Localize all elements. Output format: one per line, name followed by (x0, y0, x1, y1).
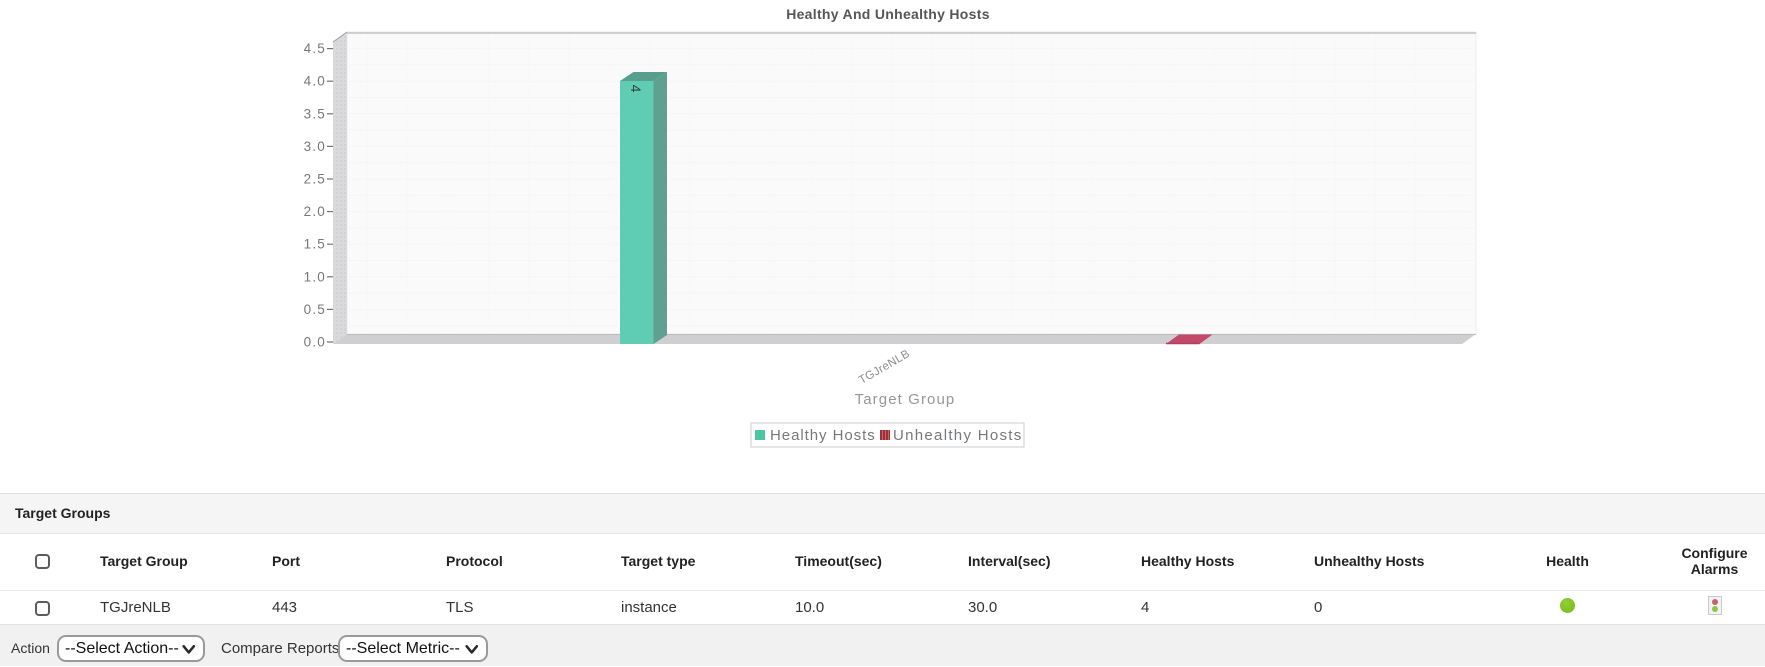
svg-text:4.0: 4.0 (304, 74, 326, 89)
svg-text:Unhealthy Hosts: Unhealthy Hosts (893, 427, 1023, 444)
svg-text:0.5: 0.5 (304, 302, 326, 317)
svg-text:1.0: 1.0 (304, 269, 326, 284)
svg-text:4: 4 (628, 85, 644, 93)
svg-text:Healthy And Unhealthy Hosts: Healthy And Unhealthy Hosts (786, 6, 990, 22)
svg-text:Healthy Hosts: Healthy Hosts (770, 427, 876, 444)
svg-text:3.0: 3.0 (304, 139, 326, 154)
svg-text:3.5: 3.5 (304, 106, 326, 121)
svg-text:2.0: 2.0 (304, 204, 326, 219)
svg-text:2.5: 2.5 (304, 172, 326, 187)
svg-text:4.5: 4.5 (304, 41, 326, 56)
svg-text:1.5: 1.5 (304, 237, 326, 252)
svg-text:Target Group: Target Group (855, 391, 956, 408)
svg-text:TGJreNLB: TGJreNLB (857, 348, 912, 387)
svg-text:0.0: 0.0 (304, 335, 326, 350)
